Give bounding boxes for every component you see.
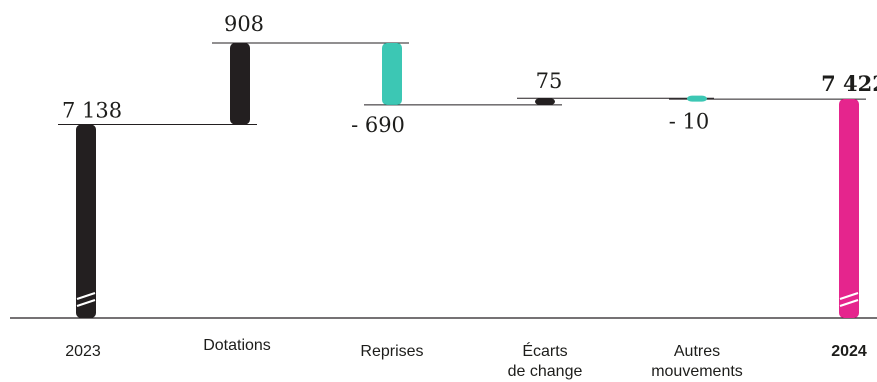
category-label: mouvements <box>651 363 743 380</box>
category-label: Dotations <box>203 337 271 354</box>
bars <box>76 43 859 318</box>
value-label: 908 <box>224 12 264 36</box>
category-labels: 2023 Dotations Reprises Écarts de change Autr… <box>65 337 867 380</box>
category-label: 2024 <box>831 343 867 360</box>
value-label: 7 138 <box>62 99 122 123</box>
value-label: 7 422 <box>821 71 877 96</box>
bar-dotations <box>230 43 250 125</box>
category-label: de change <box>508 363 583 380</box>
connector-lines <box>58 43 866 125</box>
value-label: - 10 <box>669 110 710 134</box>
category-label: Reprises <box>360 343 423 360</box>
value-label: 75 <box>536 69 563 93</box>
value-label: - 690 <box>351 113 405 137</box>
category-label: Écarts <box>522 341 567 360</box>
category-label: 2023 <box>65 343 101 360</box>
bar-autres-mouvements <box>687 96 707 102</box>
bar-ecarts-de-change <box>535 98 555 105</box>
category-label: Autres <box>674 343 720 360</box>
value-labels: 7 138 908 - 690 75 - 10 7 422 <box>62 12 877 137</box>
bar-2023 <box>76 125 96 319</box>
bar-reprises <box>382 43 402 105</box>
bar-2024 <box>839 99 859 318</box>
